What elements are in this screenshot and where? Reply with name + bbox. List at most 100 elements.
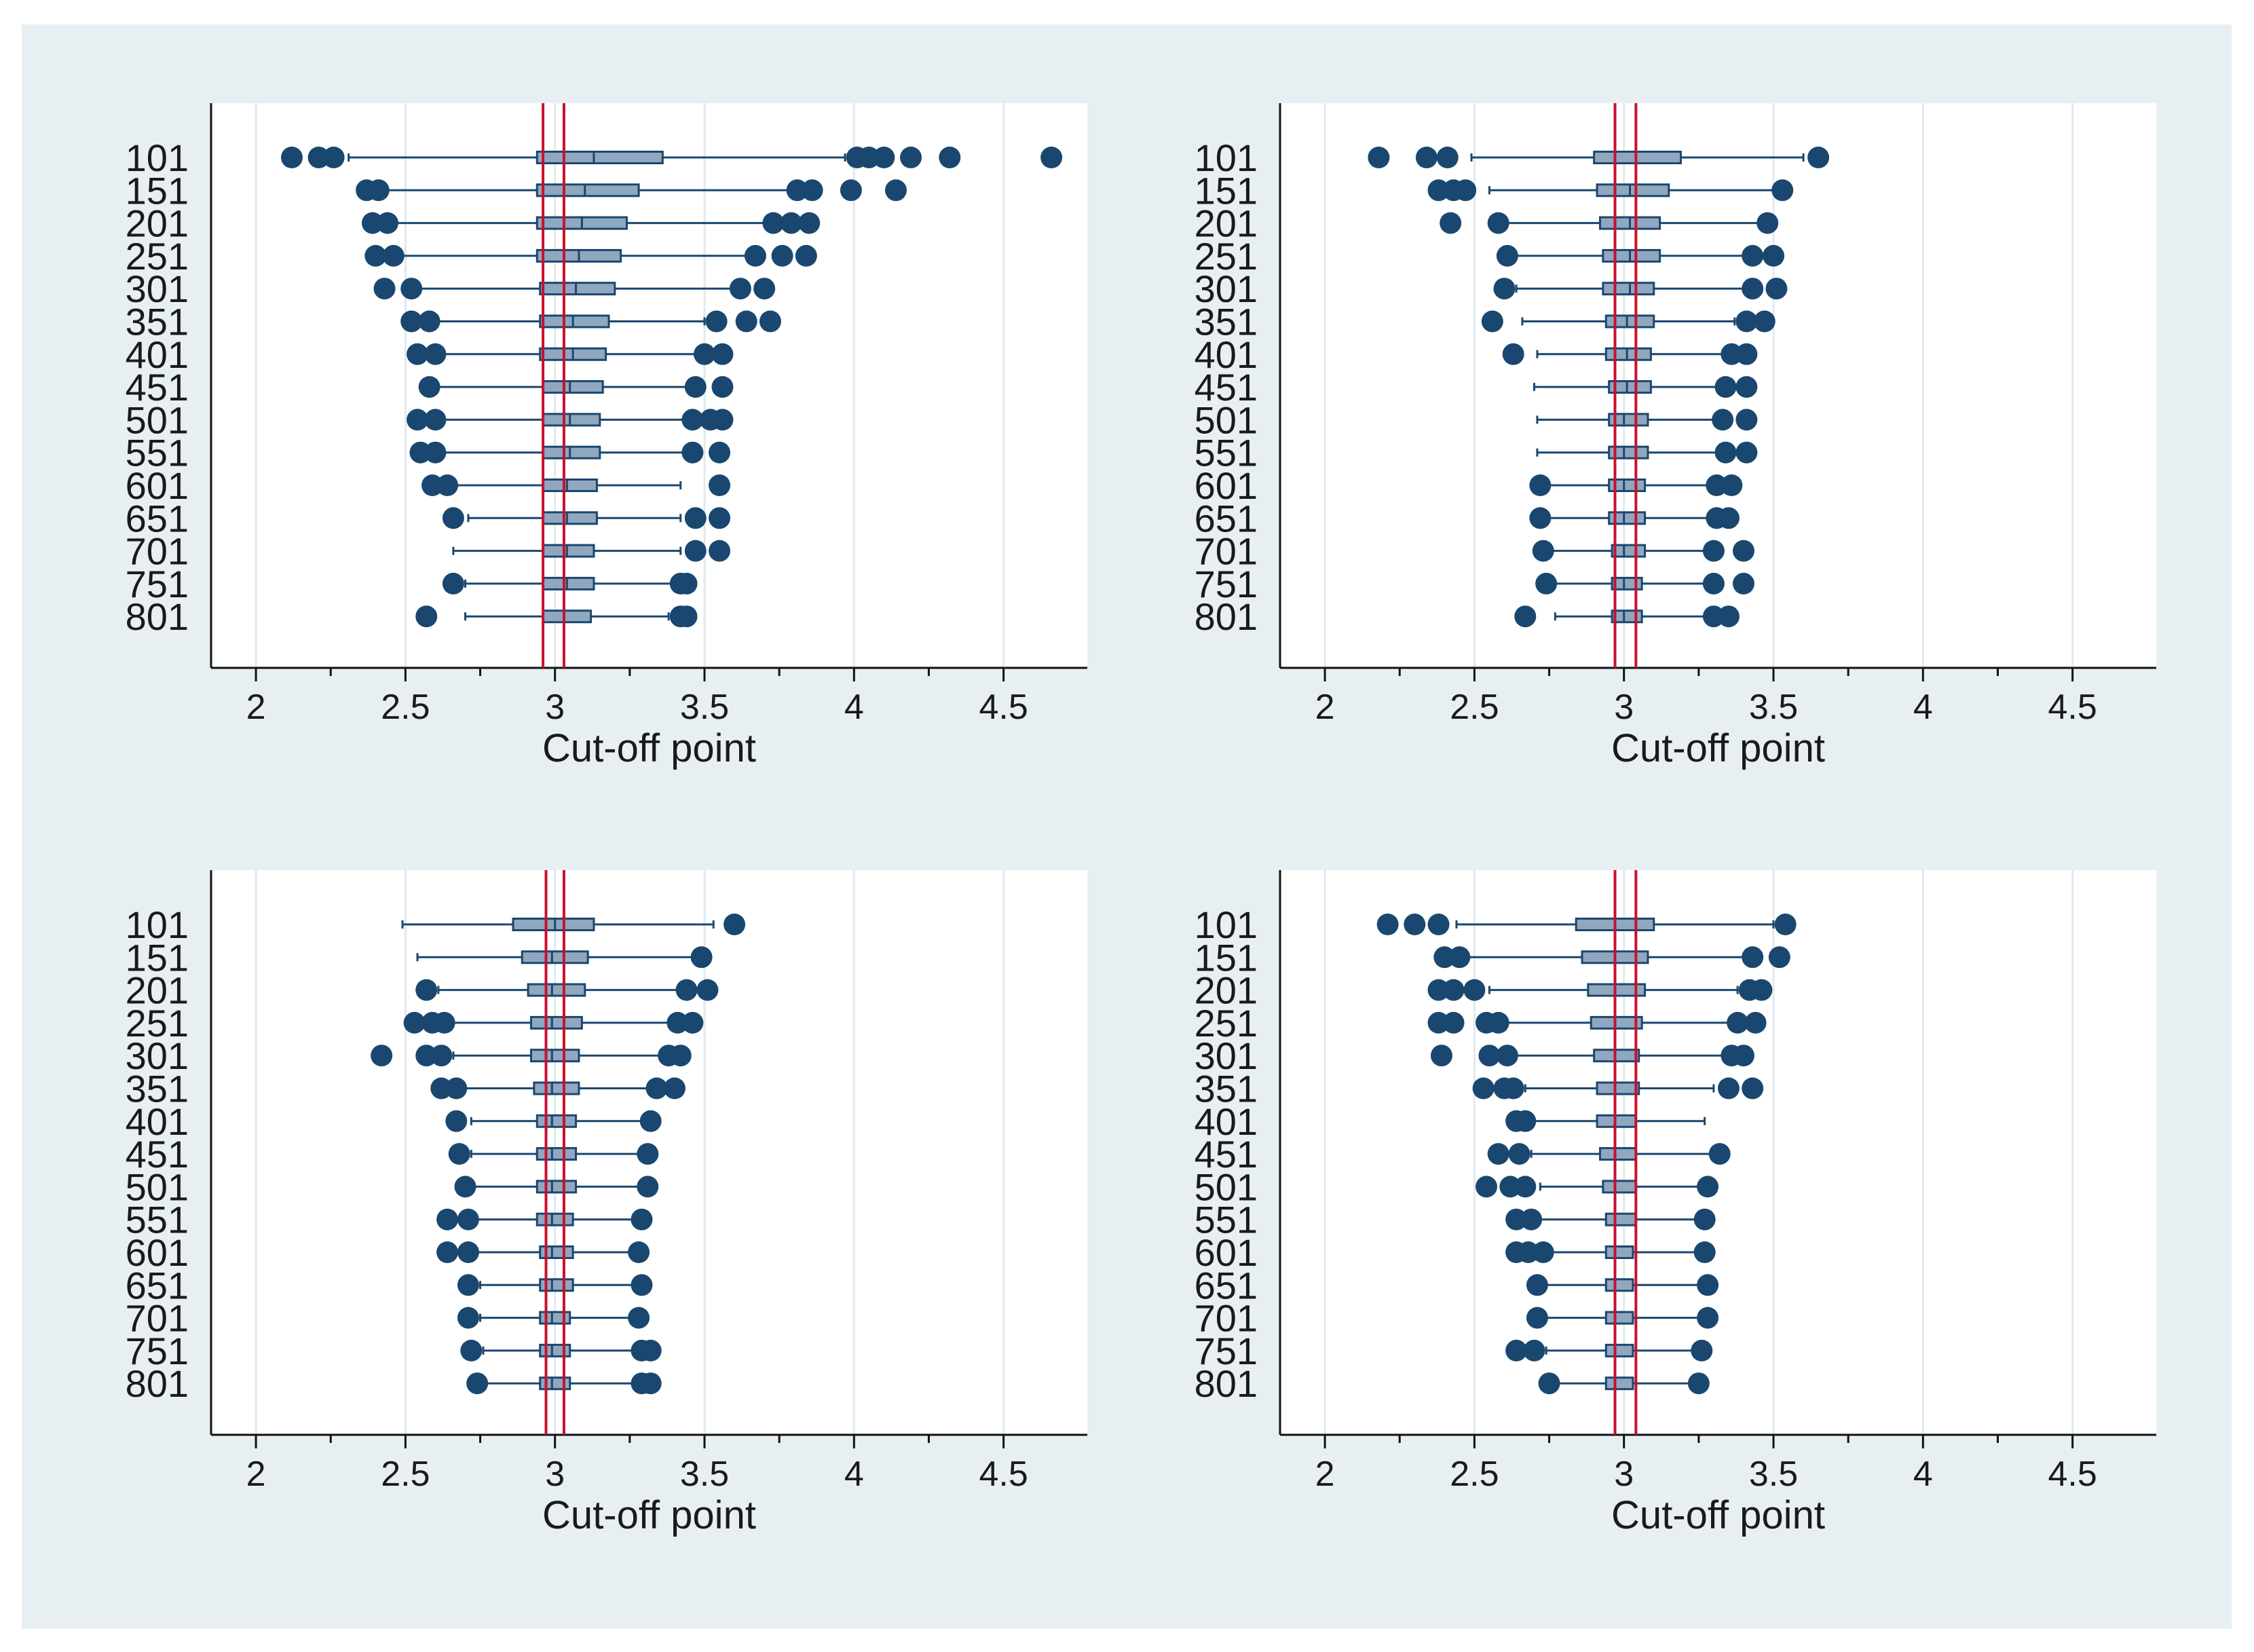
outlier-point-3 (1768, 946, 1790, 969)
box-row-301 (1430, 1045, 1754, 1067)
outlier-point-1 (1442, 979, 1465, 1001)
box-row-701 (452, 540, 731, 562)
outlier-point-0 (442, 572, 464, 595)
x-tick-label-3: 3.5 (1749, 688, 1798, 727)
outlier-point-2 (675, 572, 698, 595)
iqr-box (1604, 314, 1655, 328)
outlier-point-0 (1493, 278, 1516, 300)
box-row-751 (1505, 1339, 1713, 1362)
box-row-201 (415, 979, 719, 1001)
outlier-point-0 (1427, 1011, 1450, 1034)
iqr-box (1598, 1147, 1637, 1161)
outlier-point-0 (1376, 914, 1399, 935)
outlier-point-2 (1757, 212, 1779, 234)
outlier-point-1 (1404, 914, 1426, 935)
category-label-551: 551 (126, 432, 189, 474)
category-label-451: 451 (126, 366, 189, 409)
iqr-box (1593, 151, 1682, 164)
iqr-box (527, 983, 586, 997)
outlier-point-0 (460, 1339, 483, 1362)
outlier-point-1 (709, 540, 731, 562)
iqr-box (1596, 1081, 1640, 1095)
box-row-501 (1536, 409, 1758, 431)
category-label-651: 651 (126, 497, 189, 540)
box-row-251 (1427, 1011, 1767, 1034)
iqr-box (542, 380, 604, 394)
outlier-point-2 (1514, 1176, 1537, 1198)
iqr-box (1608, 413, 1649, 427)
box-row-601 (421, 474, 731, 496)
x-tick-label-4: 4 (844, 688, 864, 727)
outlier-point-0 (1427, 979, 1450, 1001)
outlier-point-0 (1526, 1307, 1548, 1329)
outlier-point-0 (436, 1208, 459, 1231)
outlier-point-1 (457, 1241, 479, 1263)
outlier-point-2 (322, 147, 345, 168)
outlier-point-2 (1717, 605, 1740, 628)
outlier-point-6 (900, 147, 922, 168)
outlier-point-3 (709, 441, 731, 464)
outlier-point-2 (709, 474, 731, 496)
category-label-601: 601 (1195, 1231, 1258, 1274)
iqr-box (1604, 347, 1652, 361)
x-tick-label-3: 3.5 (680, 1454, 729, 1494)
box-row-651 (1526, 1274, 1719, 1296)
outlier-point-4 (858, 147, 880, 168)
box-row-551 (1505, 1208, 1716, 1231)
outlier-point-2 (696, 979, 719, 1001)
box-row-201 (361, 212, 821, 234)
box-row-151 (1427, 179, 1794, 202)
x-tick-label-3: 3.5 (680, 688, 729, 727)
outlier-point-3 (1807, 147, 1830, 168)
category-label-501: 501 (1195, 398, 1258, 441)
iqr-box (1590, 1015, 1643, 1030)
outlier-point-0 (1427, 179, 1450, 202)
iqr-box (1611, 576, 1643, 590)
outlier-point-0 (407, 343, 429, 365)
x-tick-label-5: 4.5 (979, 1454, 1028, 1494)
outlier-point-0 (373, 278, 396, 300)
outlier-point-0 (1529, 474, 1552, 496)
outlier-point-2 (711, 376, 734, 398)
category-label-451: 451 (1195, 1133, 1258, 1176)
category-label-101: 101 (1195, 136, 1258, 179)
iqr-box (539, 314, 610, 328)
outlier-point-1 (1499, 1176, 1522, 1198)
iqr-box (1593, 1049, 1640, 1063)
box-row-301 (373, 278, 776, 300)
category-label-801: 801 (1195, 1362, 1258, 1405)
outlier-point-1 (1478, 1045, 1501, 1067)
outlier-point-1 (1415, 147, 1438, 168)
box-row-801 (1538, 1372, 1710, 1395)
box-row-401 (1502, 343, 1758, 365)
category-label-351: 351 (1195, 1068, 1258, 1110)
outlier-point-0 (445, 1110, 468, 1132)
iqr-box (539, 1376, 571, 1391)
iqr-box (1587, 983, 1647, 997)
outlier-point-4 (795, 244, 817, 267)
x-tick-label-0: 2 (246, 1454, 266, 1494)
outlier-point-1 (382, 244, 405, 267)
category-label-251: 251 (126, 235, 189, 278)
x-tick-label-2: 3 (1614, 1454, 1634, 1494)
category-label-251: 251 (1195, 1002, 1258, 1045)
outlier-point-1 (1448, 946, 1471, 969)
outlier-point-2 (1732, 572, 1754, 595)
outlier-point-1 (1442, 1011, 1465, 1034)
box-row-551 (409, 441, 731, 464)
outlier-point-0 (421, 474, 444, 496)
category-label-551: 551 (1195, 432, 1258, 474)
outlier-point-2 (1532, 1241, 1554, 1263)
iqr-box (1604, 1278, 1634, 1292)
outlier-point-1 (1697, 1307, 1719, 1329)
outlier-point-0 (415, 979, 438, 1001)
outlier-point-2 (433, 1011, 455, 1034)
outlier-point-0 (1714, 376, 1737, 398)
outlier-point-2 (1765, 278, 1788, 300)
iqr-box (542, 445, 601, 459)
outlier-point-1 (1742, 244, 1764, 267)
category-label-651: 651 (126, 1264, 189, 1307)
category-label-801: 801 (126, 1362, 189, 1405)
outlier-point-2 (694, 343, 716, 365)
x-tick-label-1: 2.5 (1450, 1454, 1499, 1494)
